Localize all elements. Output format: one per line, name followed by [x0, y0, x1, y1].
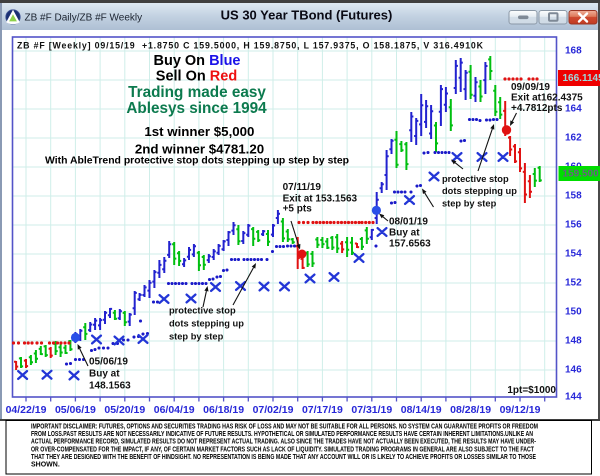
- svg-text:Ablesys since 1994: Ablesys since 1994: [126, 100, 267, 117]
- svg-text:ZB #F Daily/ZB #F Weekly: ZB #F Daily/ZB #F Weekly: [25, 13, 143, 24]
- svg-text:Buy On Blue: Buy On Blue: [153, 53, 240, 69]
- svg-text:dots stepping up: dots stepping up: [442, 186, 517, 196]
- svg-text:ACTUAL PERFORMANCE RECORD, SIM: ACTUAL PERFORMANCE RECORD, SIMULATED RES…: [31, 439, 536, 446]
- svg-text:09/09/19: 09/09/19: [511, 82, 550, 93]
- svg-text:THAT THEY ARE DESIGNED WITH TH: THAT THEY ARE DESIGNED WITH THE BENEFIT …: [31, 454, 536, 461]
- svg-text:158: 158: [565, 191, 582, 202]
- svg-text:Trading made easy: Trading made easy: [128, 84, 266, 101]
- svg-text:154: 154: [565, 249, 582, 260]
- svg-text:Buy at: Buy at: [389, 228, 420, 239]
- svg-text:Sell On Red: Sell On Red: [156, 69, 237, 85]
- svg-text:05/06/19: 05/06/19: [55, 404, 96, 416]
- svg-text:With AbleTrend protective stop: With AbleTrend protective stop dots step…: [45, 156, 349, 167]
- svg-text:146: 146: [565, 365, 582, 376]
- svg-text:07/31/19: 07/31/19: [351, 404, 392, 416]
- svg-text:156: 156: [565, 220, 582, 231]
- svg-text:144: 144: [565, 392, 582, 403]
- svg-text:SHOWN.: SHOWN.: [31, 462, 60, 469]
- svg-text:ZB #F [Weekly] 09/15/19 +1.87: ZB #F [Weekly] 09/15/19 +1.8750 C 159.50…: [17, 41, 484, 51]
- svg-text:US 30 Year TBond (Futures): US 30 Year TBond (Futures): [221, 8, 393, 23]
- svg-text:1pt=$1000: 1pt=$1000: [507, 385, 556, 396]
- svg-text:162: 162: [565, 133, 582, 144]
- svg-text:dots stepping up: dots stepping up: [169, 319, 244, 329]
- svg-text:152: 152: [565, 278, 582, 289]
- svg-text:step by step: step by step: [442, 198, 497, 208]
- svg-text:Buy at: Buy at: [89, 369, 120, 380]
- svg-text:04/22/19: 04/22/19: [6, 404, 47, 416]
- svg-text:06/18/19: 06/18/19: [203, 404, 244, 416]
- svg-text:08/28/19: 08/28/19: [450, 404, 491, 416]
- svg-text:07/02/19: 07/02/19: [253, 404, 294, 416]
- svg-text:157.6563: 157.6563: [389, 239, 431, 250]
- svg-text:protective stop: protective stop: [442, 174, 509, 184]
- svg-text:07/17/19: 07/17/19: [302, 404, 343, 416]
- svg-text:+4.7812pts: +4.7812pts: [511, 103, 563, 114]
- svg-text:Exit at 153.1563: Exit at 153.1563: [283, 194, 358, 205]
- svg-text:FROM LOSS.PAST RESULTS ARE NOT: FROM LOSS.PAST RESULTS ARE NOT NECESSARI…: [31, 431, 533, 438]
- svg-text:2nd winner $4781.20: 2nd winner $4781.20: [135, 141, 264, 156]
- svg-text:protective stop: protective stop: [169, 306, 236, 316]
- svg-text:OR OVER-COMPENSATED FOR THE IM: OR OVER-COMPENSATED FOR THE IMPACT, IF A…: [31, 446, 535, 453]
- svg-text:+5 pts: +5 pts: [283, 204, 313, 215]
- svg-text:step by step: step by step: [169, 331, 224, 341]
- svg-text:168: 168: [565, 46, 582, 57]
- svg-text:06/04/19: 06/04/19: [154, 404, 195, 416]
- svg-text:164: 164: [565, 104, 582, 115]
- svg-text:05/06/19: 05/06/19: [89, 357, 128, 368]
- svg-text:05/20/19: 05/20/19: [104, 404, 145, 416]
- svg-text:166.1145: 166.1145: [563, 73, 600, 84]
- svg-text:08/01/19: 08/01/19: [389, 217, 428, 228]
- svg-text:148.1563: 148.1563: [89, 381, 131, 392]
- svg-text:150: 150: [565, 307, 582, 318]
- svg-text:159.500: 159.500: [563, 169, 600, 180]
- svg-text:07/11/19: 07/11/19: [283, 182, 322, 193]
- svg-text:Exit at162.4375: Exit at162.4375: [511, 93, 583, 104]
- svg-text:1st winner $5,000: 1st winner $5,000: [144, 124, 254, 139]
- svg-text:IMPORTANT DISCLAIMER: FUTURES,: IMPORTANT DISCLAIMER: FUTURES, OPTIONS A…: [31, 424, 538, 431]
- svg-text:148: 148: [565, 336, 582, 347]
- svg-text:09/12/19: 09/12/19: [500, 404, 541, 416]
- svg-text:08/14/19: 08/14/19: [401, 404, 442, 416]
